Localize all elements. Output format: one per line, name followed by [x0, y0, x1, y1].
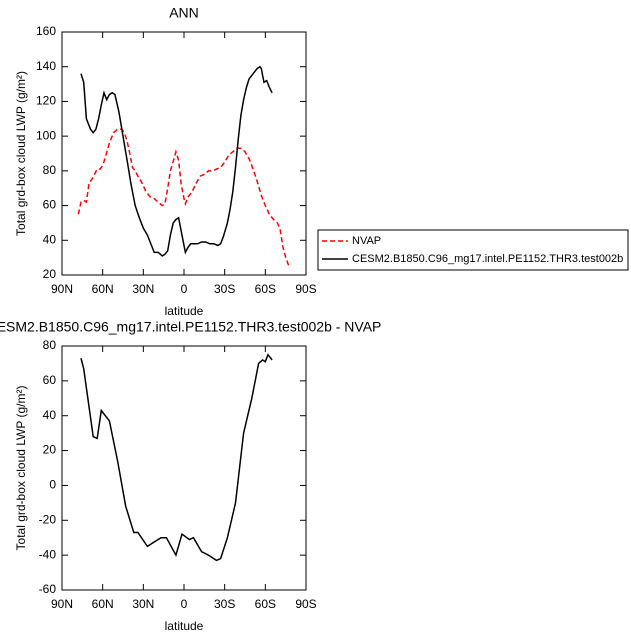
y-axis-label: Total grd-box cloud LWP (g/m²): [14, 386, 28, 551]
x-tick-label: 90S: [295, 282, 316, 296]
x-tick-label: 0: [181, 597, 188, 611]
data-line: [80, 65, 273, 257]
x-axis-label: latitude: [165, 619, 204, 633]
legend-box: [317, 229, 629, 271]
x-tick-label: 60S: [255, 597, 276, 611]
y-axis-label: Total grd-box cloud LWP (g/m²): [14, 71, 28, 236]
y-tick-label: 80: [43, 338, 57, 352]
y-tick-label: 40: [43, 408, 57, 422]
y-tick-label: 80: [43, 163, 57, 177]
chart-title: ANN: [169, 5, 199, 21]
y-tick-label: 160: [36, 24, 56, 38]
plot-frame: [61, 31, 307, 276]
x-tick-label: 30N: [132, 597, 154, 611]
y-tick-label: -60: [39, 582, 57, 596]
plot-frame: [61, 345, 307, 591]
x-tick-label: 60N: [92, 597, 114, 611]
y-tick-label: 60: [43, 198, 57, 212]
x-tick-label: 60N: [92, 282, 114, 296]
y-tick-label: 140: [36, 59, 56, 73]
data-line: [77, 128, 291, 269]
x-tick-label: 60S: [255, 282, 276, 296]
legend-label: CESM2.B1850.C96_mg17.intel.PE1152.THR3.t…: [352, 253, 623, 265]
x-tick-label: 90N: [51, 597, 73, 611]
data-line: [80, 353, 273, 562]
legend-label: NVAP: [352, 235, 381, 247]
x-tick-label: 90S: [295, 597, 316, 611]
x-tick-label: 30N: [132, 282, 154, 296]
x-tick-label: 90N: [51, 282, 73, 296]
y-tick-label: 100: [36, 128, 56, 142]
y-tick-label: 20: [43, 267, 57, 281]
y-tick-label: 60: [43, 373, 57, 387]
y-tick-label: -20: [39, 512, 57, 526]
y-tick-label: 40: [43, 232, 57, 246]
y-tick-label: 0: [49, 478, 56, 492]
x-axis-label: latitude: [165, 304, 204, 318]
x-tick-label: 30S: [214, 597, 235, 611]
chart-title: CESM2.B1850.C96_mg17.intel.PE1152.THR3.t…: [0, 319, 381, 335]
y-tick-label: -40: [39, 547, 57, 561]
y-tick-label: 120: [36, 94, 56, 108]
x-tick-label: 30S: [214, 282, 235, 296]
x-tick-label: 0: [181, 282, 188, 296]
y-tick-label: 20: [43, 443, 57, 457]
